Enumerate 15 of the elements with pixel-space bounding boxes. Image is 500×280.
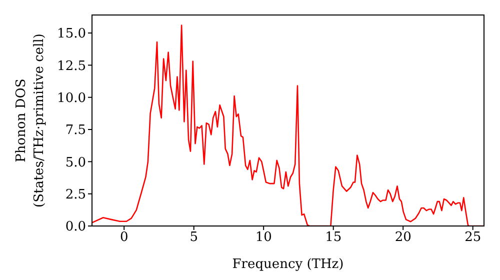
x-tick-label: 10 xyxy=(255,230,272,246)
y-tick-label: 10.0 xyxy=(57,90,86,106)
y-tick-label: 7.5 xyxy=(65,123,86,138)
y-tick-label: 15.0 xyxy=(57,26,86,42)
y-axis-title: Phonon DOS (States/THz·primitive cell) xyxy=(14,33,47,208)
y-tick-label: 5.0 xyxy=(65,155,86,170)
x-tick-label: 0 xyxy=(120,230,128,246)
y-tick-label: 12.5 xyxy=(57,58,86,74)
y-tick-label: 2.5 xyxy=(65,187,86,202)
x-tick-label: 5 xyxy=(190,230,198,246)
x-tick-label: 15 xyxy=(325,230,342,246)
x-tick-label: 25 xyxy=(464,230,482,246)
y-tick-label: 0.0 xyxy=(65,220,86,235)
x-tick-label: 20 xyxy=(394,230,412,246)
x-axis-title: Frequency (THz) xyxy=(232,257,344,272)
